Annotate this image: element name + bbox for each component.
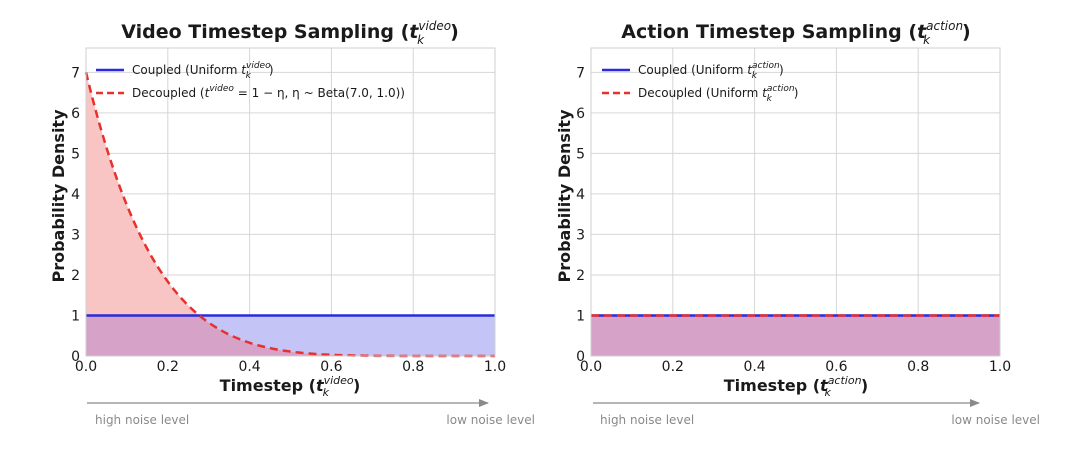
action-y-axis-label: Probability Density <box>555 109 574 283</box>
video-x-tick-label: 0.0 <box>75 359 97 375</box>
legend-decoupled-label: Decoupled (tvideo = 1 − η, η ~ Beta(7.0,… <box>132 84 405 100</box>
action-plot-area: 0.0 0.2 0.4 0.6 0.8 1.0 0 1 2 3 4 5 6 7 <box>576 47 1011 375</box>
action-legend: Coupled (Uniform taction k) Decoupled (Un… <box>602 61 798 104</box>
video-x-tick-label: 0.4 <box>238 359 260 375</box>
action-noise-arrow: high noise level low noise level <box>593 399 1040 427</box>
video-high-noise-label: high noise level <box>95 413 189 427</box>
legend-coupled-label: Coupled (Uniform tvideo k) <box>132 61 274 81</box>
action-plot-frame <box>590 47 1001 357</box>
action-x-tick-label: 0.8 <box>907 359 929 375</box>
action-x-axis-label: Timestep (taction k) <box>724 374 868 399</box>
action-y-tick-label: 3 <box>576 227 585 243</box>
video-y-tick-label: 5 <box>71 146 80 162</box>
video-legend: Coupled (Uniform tvideo k) Decoupled (tvi… <box>96 61 405 100</box>
action-x-tick-label: 1.0 <box>989 359 1011 375</box>
action-x-tick-label: 0.0 <box>580 359 602 375</box>
video-x-tick-label: 0.6 <box>320 359 342 375</box>
action-y-tick-label: 7 <box>576 65 585 81</box>
svg-text:Video Timestep Sampling (tvide: Video Timestep Sampling (tvideo k) <box>121 19 459 47</box>
action-x-tick-label: 0.2 <box>662 359 684 375</box>
video-decoupled-area <box>86 72 495 356</box>
video-y-axis-label: Probability Density <box>49 109 68 283</box>
action-y-tick-label: 5 <box>576 146 585 162</box>
video-y-tick-label: 4 <box>71 187 80 203</box>
action-x-tick-label: 0.4 <box>743 359 765 375</box>
action-y-tick-label: 6 <box>576 106 585 122</box>
action-low-noise-label: low noise level <box>951 413 1040 427</box>
video-noise-arrow: high noise level low noise level <box>87 399 535 427</box>
video-low-noise-label: low noise level <box>446 413 535 427</box>
video-y-tick-label: 7 <box>71 65 80 81</box>
action-y-tick-label: 2 <box>576 268 585 284</box>
legend-coupled-label: Coupled (Uniform taction k) <box>638 61 784 81</box>
video-plot-frame <box>85 47 496 357</box>
action-chart-title: Action Timestep Sampling (taction k) <box>621 19 970 47</box>
svg-text:Probability Density: Probability Density <box>555 109 574 283</box>
video-x-tick-label: 0.8 <box>402 359 424 375</box>
svg-text:Probability Density: Probability Density <box>49 109 68 283</box>
action-overlap-area <box>591 315 1000 356</box>
action-x-tick-label: 0.6 <box>825 359 847 375</box>
svg-text:Action Timestep Sampling (tact: Action Timestep Sampling (taction k) <box>621 19 970 47</box>
video-y-tick-label: 2 <box>71 268 80 284</box>
chart-video: Video Timestep Sampling (tvideo k) 0.0 0.2… <box>49 19 535 427</box>
chart-action: Action Timestep Sampling (taction k) 0.0 0… <box>555 19 1040 427</box>
legend-decoupled-label: Decoupled (Uniform taction k) <box>638 84 798 104</box>
video-y-tick-label: 3 <box>71 227 80 243</box>
video-x-tick-label: 1.0 <box>484 359 506 375</box>
video-y-tick-label: 0 <box>71 349 80 365</box>
video-y-tick-label: 1 <box>71 308 80 324</box>
video-overlap-area <box>86 315 495 356</box>
video-x-tick-label: 0.2 <box>157 359 179 375</box>
action-high-noise-label: high noise level <box>600 413 694 427</box>
video-chart-title: Video Timestep Sampling (tvideo k) <box>121 19 459 47</box>
video-plot-area: 0.0 0.2 0.4 0.6 0.8 1.0 0 1 2 3 4 5 6 7 <box>71 47 506 375</box>
action-y-tick-label: 1 <box>576 308 585 324</box>
video-x-axis-label: Timestep (tvideo k) <box>220 374 361 399</box>
action-y-tick-label: 0 <box>576 349 585 365</box>
action-y-tick-label: 4 <box>576 187 585 203</box>
video-y-tick-label: 6 <box>71 106 80 122</box>
video-coupled-area <box>86 315 495 356</box>
